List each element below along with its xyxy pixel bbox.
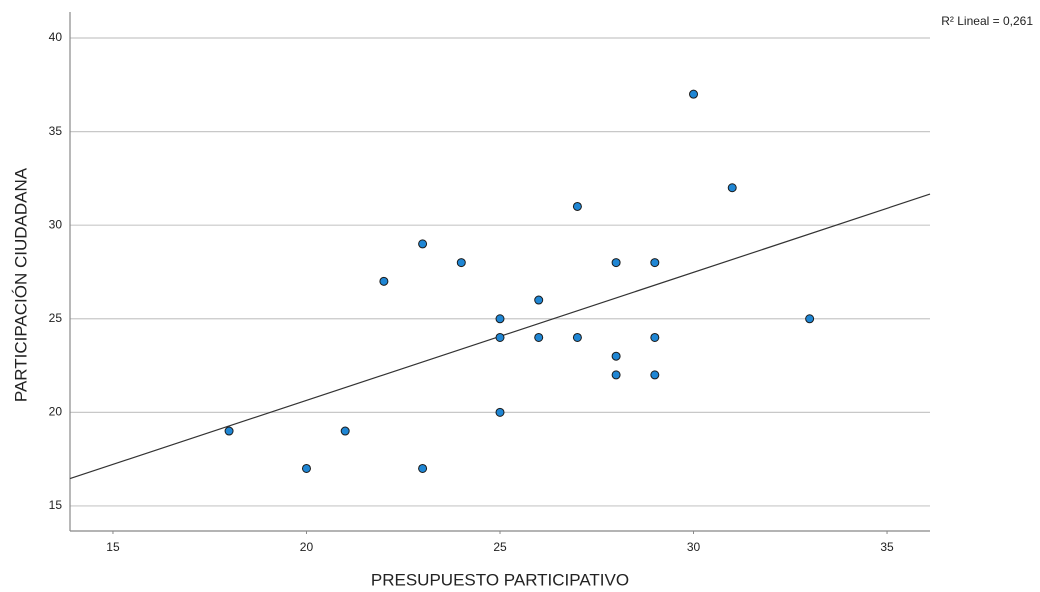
point [379, 276, 389, 286]
x-tick-label: 15 [106, 540, 120, 554]
point [805, 314, 815, 324]
point [650, 370, 660, 380]
point [611, 351, 621, 361]
y-tick-label: 40 [49, 30, 63, 44]
point [224, 426, 234, 436]
point [495, 332, 505, 342]
x-tick-label: 25 [493, 540, 507, 554]
y-tick-label: 30 [49, 217, 63, 231]
point [572, 332, 582, 342]
point [650, 258, 660, 268]
point [456, 258, 466, 268]
point [611, 370, 621, 380]
point [611, 258, 621, 268]
point [534, 295, 544, 305]
point [495, 407, 505, 417]
point [418, 239, 428, 249]
point [534, 332, 544, 342]
y-tick-label: 35 [49, 124, 63, 138]
point [418, 463, 428, 473]
y-tick-label: 25 [49, 311, 63, 325]
x-tick-label: 20 [300, 540, 314, 554]
x-axis-title: PRESUPUESTO PARTICIPATIVO [371, 570, 629, 589]
annotation: R² Lineal = 0,261 [941, 14, 1033, 28]
point [495, 314, 505, 324]
point [689, 89, 699, 99]
y-tick-label: 20 [49, 405, 63, 419]
point [727, 183, 737, 193]
point [572, 201, 582, 211]
point [650, 332, 660, 342]
y-axis-title: PARTICIPACIÓN CIUDADANA [11, 167, 30, 402]
point [340, 426, 350, 436]
x-tick-label: 30 [687, 540, 701, 554]
point [301, 463, 311, 473]
x-tick-label: 35 [880, 540, 894, 554]
y-tick-label: 15 [49, 498, 63, 512]
